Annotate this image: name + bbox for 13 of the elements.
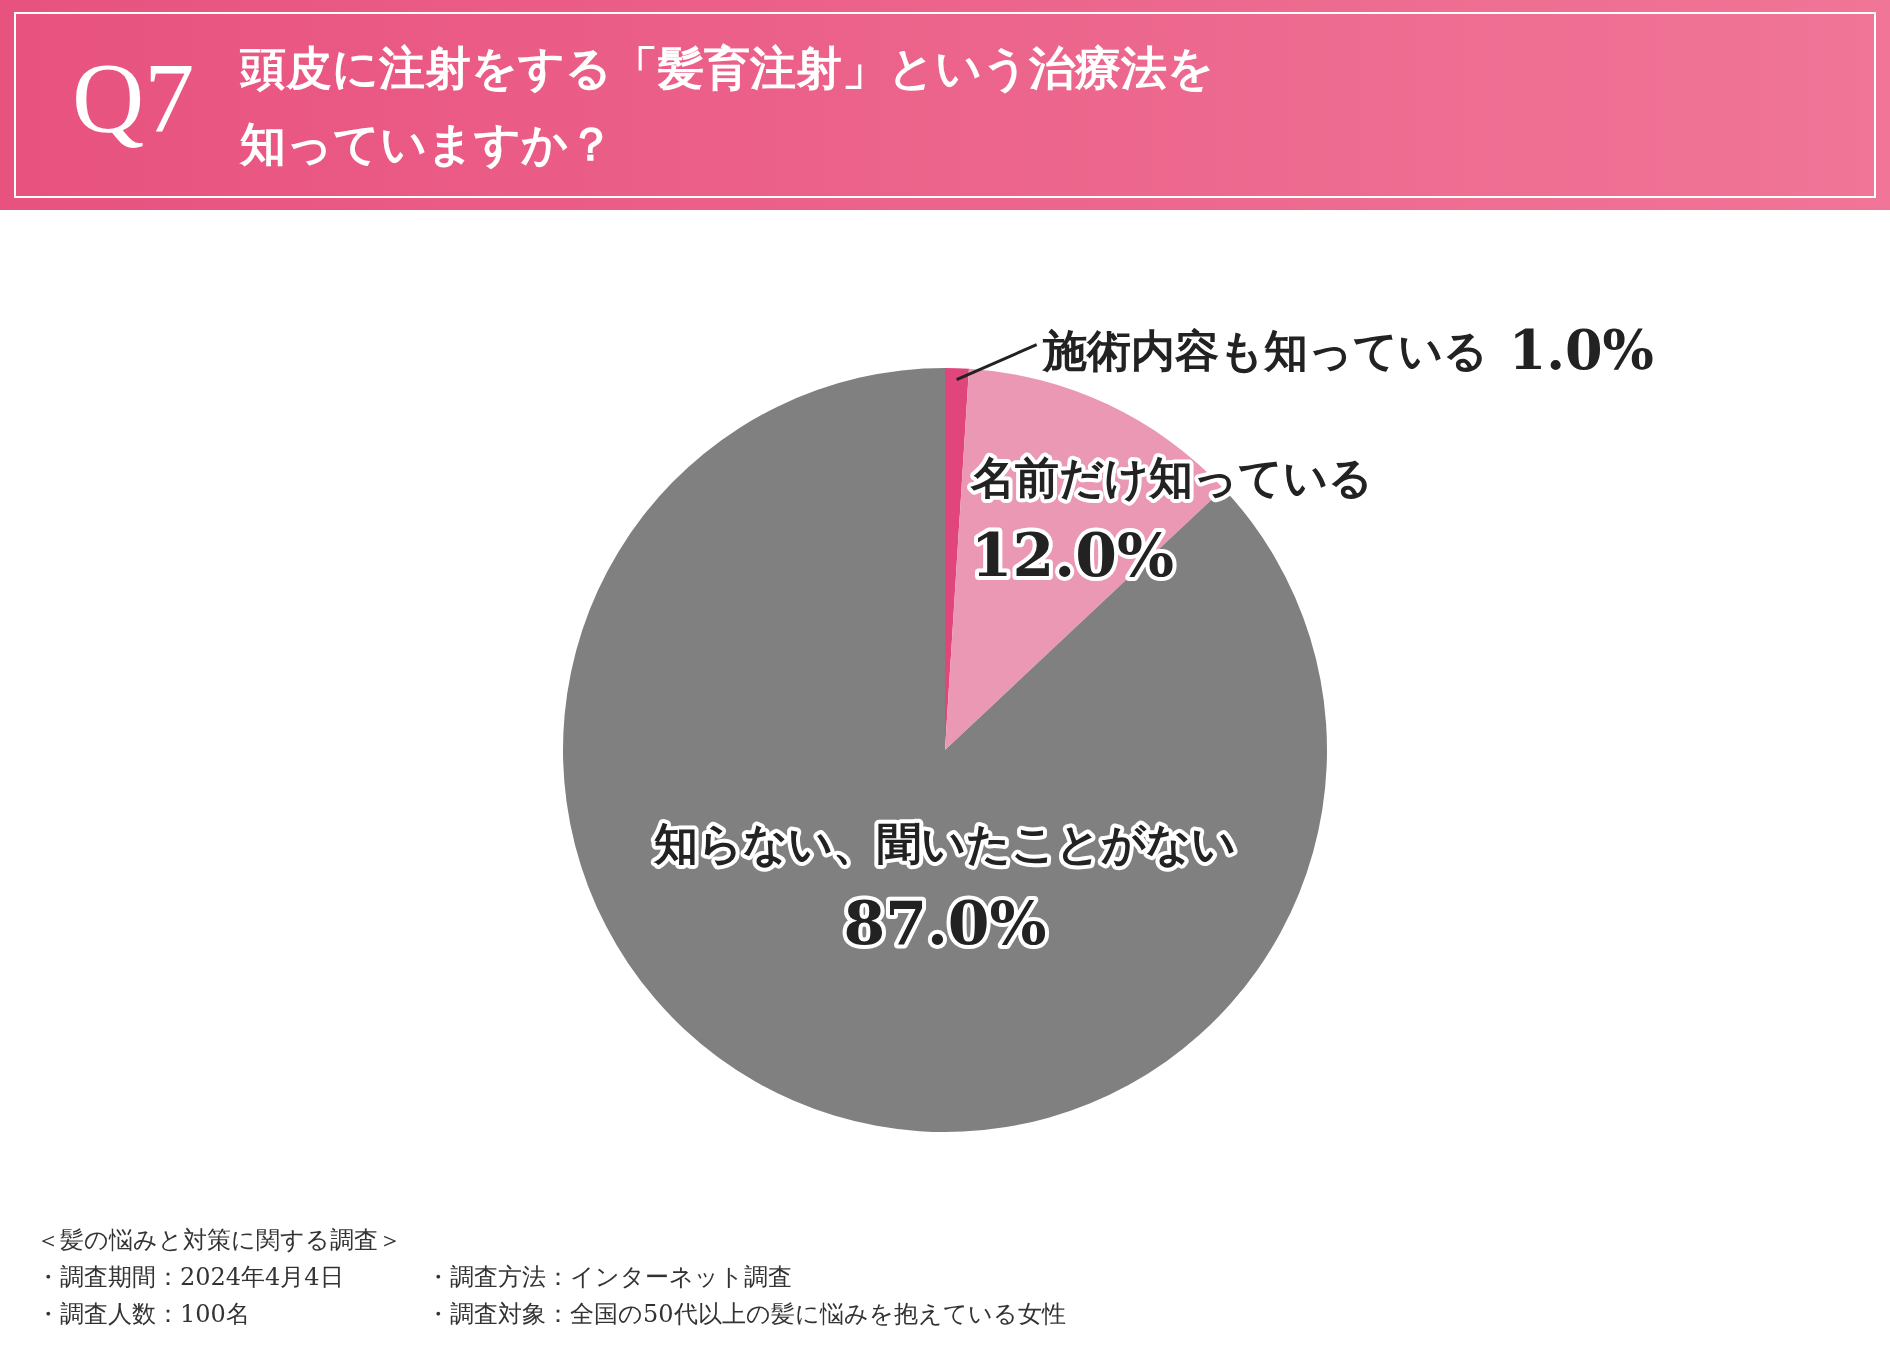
text: ・調査期間：2024年4月4日 — [36, 1262, 345, 1293]
chart-subtitle: 頭皮に注射をする「髪育注射」という治療法を知っていますか？ — [240, 40, 1215, 173]
text: ＜髪の悩みと対策に関する調査＞ — [36, 1225, 403, 1256]
data-label: 12.0% — [970, 520, 1174, 591]
text: ・調査対象：全国の50代以上の髪に悩みを抱えている女性 — [426, 1299, 1066, 1330]
text: ・調査方法：インターネット調査 — [426, 1262, 793, 1293]
slice-label: 名前だけ知っている — [969, 452, 1373, 504]
slice-label: 知らない、聞いたことがない — [653, 817, 1236, 869]
text: ・調査人数：100名 — [36, 1299, 251, 1330]
slice-label: 施術内容も知っている — [1040, 324, 1488, 376]
data-label: 87.0% — [843, 887, 1047, 958]
data-label: 1.0% — [1508, 317, 1654, 382]
chart-title: Q7 — [72, 41, 195, 155]
